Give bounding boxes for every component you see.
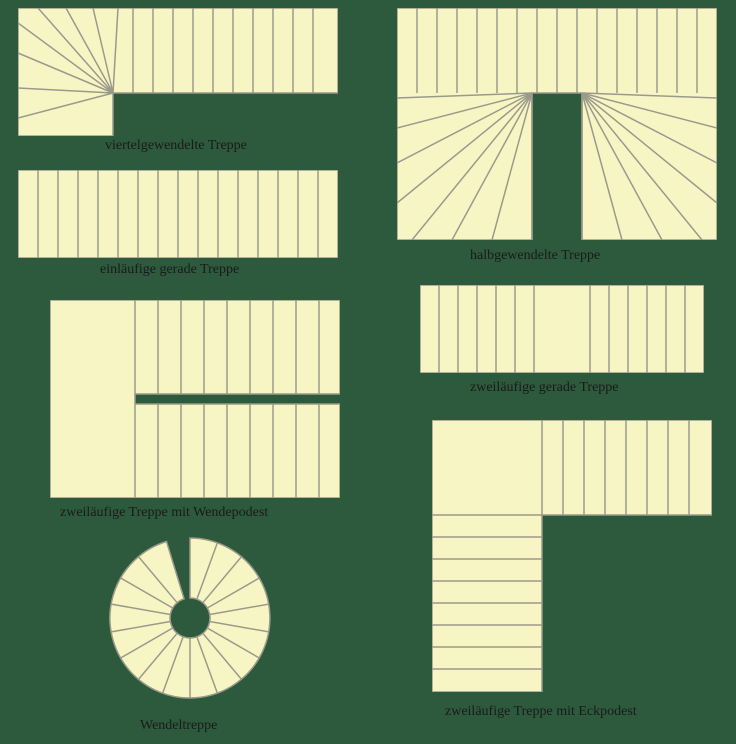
label-halb: halbgewendelte Treppe <box>470 248 600 264</box>
diagram-wendepodest <box>50 300 340 498</box>
diagram-viertel <box>18 8 338 136</box>
label-viertel: viertelgewendelte Treppe <box>105 138 247 154</box>
label-zweigerade: zweiläufige gerade Treppe <box>470 380 619 396</box>
diagram-halb <box>397 8 717 240</box>
label-einlaeufig: einläufige gerade Treppe <box>100 262 239 278</box>
label-eckpodest: zweiläufige Treppe mit Eckpodest <box>445 704 637 720</box>
diagram-zweigerade <box>420 285 704 373</box>
label-wendepodest: zweiläufige Treppe mit Wendepodest <box>60 505 268 521</box>
label-wendel: Wendeltreppe <box>140 718 217 734</box>
diagram-eckpodest <box>432 420 712 692</box>
diagram-wendel <box>100 528 280 708</box>
diagram-einlaeufig <box>18 170 338 258</box>
